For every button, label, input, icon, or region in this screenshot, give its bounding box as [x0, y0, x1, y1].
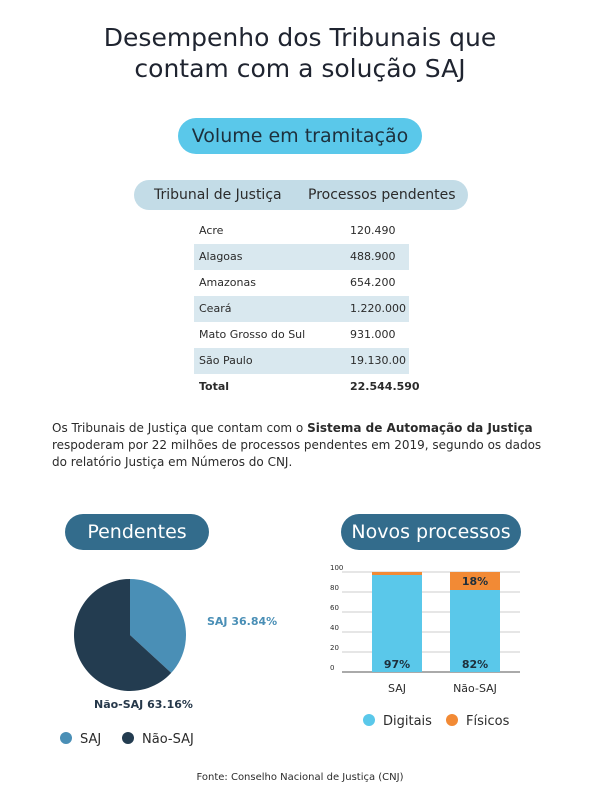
- table-header: Tribunal de Justiça Processos pendentes: [134, 180, 468, 210]
- table-row: São Paulo 19.130.00: [194, 348, 409, 374]
- pie-label-saj: SAJ 36.84%: [207, 615, 278, 628]
- tribunal-cell: Acre: [199, 224, 224, 237]
- source-footnote: Fonte: Conselho Nacional de Justiça (CNJ…: [196, 772, 404, 783]
- novos-processos-bar-chart: 0 20 40 60 80 100 97% 82% 18% SAJ Não-SAJ: [330, 564, 520, 695]
- table-row: Mato Grosso do Sul 931.000: [194, 322, 409, 348]
- title-line-2: contam com a solução SAJ: [134, 54, 466, 83]
- legend-item-fisicos: Físicos: [446, 714, 509, 729]
- legend-dot-digitais: [363, 714, 375, 726]
- tribunal-cell: Alagoas: [199, 250, 243, 263]
- y-tick-label: 60: [330, 604, 339, 612]
- y-tick-label: 20: [330, 644, 339, 652]
- paragraph-part-1: Os Tribunais de Justiça que contam com o: [52, 421, 308, 435]
- page-title: Desempenho dos Tribunais que contam com …: [0, 22, 600, 84]
- x-tick-label-saj: SAJ: [388, 682, 406, 695]
- tribunal-cell: Mato Grosso do Sul: [199, 328, 306, 341]
- pendentes-pie-chart: [74, 579, 187, 691]
- column-header-tribunal: Tribunal de Justiça: [154, 187, 282, 203]
- table-row: Alagoas 488.900: [194, 244, 409, 270]
- paragraph-part-2: respoderam por 22 milhões de processos p…: [52, 438, 542, 469]
- novos-processos-section-pill: Novos processos: [341, 514, 521, 550]
- valor-cell: 488.900: [350, 250, 396, 263]
- legend-item-digitais: Digitais: [363, 714, 432, 729]
- tribunal-cell: Ceará: [199, 302, 232, 315]
- description-paragraph: Os Tribunais de Justiça que contam com o…: [52, 420, 552, 471]
- pie-slice-saj: [130, 579, 187, 673]
- title-line-1: Desempenho dos Tribunais que: [103, 23, 497, 52]
- y-tick-label: 100: [330, 564, 343, 572]
- total-value: 22.544.590: [350, 380, 420, 393]
- legend-dot-fisicos: [446, 714, 458, 726]
- legend-label-saj: SAJ: [80, 732, 102, 747]
- y-tick-label: 80: [330, 584, 339, 592]
- bar-chart-y-ticks: 0 20 40 60 80 100: [330, 564, 343, 672]
- table-total-row: Total 22.544.590: [194, 374, 420, 400]
- legend-dot-nao-saj: [122, 732, 134, 744]
- legend-item-saj: SAJ: [60, 732, 101, 747]
- pendentes-section-pill: Pendentes: [65, 514, 209, 550]
- tribunal-cell: São Paulo: [199, 354, 253, 367]
- data-label-nao-saj-fisicos: 18%: [462, 575, 488, 588]
- column-header-processos: Processos pendentes: [308, 187, 456, 203]
- volume-section-pill: Volume em tramitação: [178, 118, 422, 154]
- volume-table: Acre 120.490 Alagoas 488.900 Amazonas 65…: [194, 218, 420, 400]
- valor-cell: 19.130.00: [350, 354, 406, 367]
- table-row: Amazonas 654.200: [194, 270, 409, 296]
- valor-cell: 654.200: [350, 276, 396, 289]
- legend-label-digitais: Digitais: [383, 714, 432, 729]
- pie-label-nao-saj: Não-SAJ 63.16%: [94, 698, 193, 711]
- table-row: Ceará 1.220.000: [194, 296, 409, 322]
- tribunal-cell: Amazonas: [199, 276, 256, 289]
- valor-cell: 1.220.000: [350, 302, 406, 315]
- valor-cell: 931.000: [350, 328, 396, 341]
- pie-slice-nao-saj: [74, 579, 172, 691]
- bar-saj-digitais: [372, 575, 422, 672]
- legend-item-nao-saj: Não-SAJ: [122, 732, 194, 747]
- bar-saj-fisicos: [372, 572, 422, 575]
- bar-nao-saj-digitais: [450, 590, 500, 672]
- valor-cell: 120.490: [350, 224, 396, 237]
- data-label-nao-saj-digitais: 82%: [462, 658, 488, 671]
- legend-label-fisicos: Físicos: [466, 714, 510, 729]
- legend-dot-saj: [60, 732, 72, 744]
- y-tick-label: 0: [330, 664, 334, 672]
- total-label: Total: [199, 380, 230, 393]
- paragraph-bold: Sistema de Automação da Justiça: [307, 421, 533, 435]
- x-tick-label-nao-saj: Não-SAJ: [453, 682, 497, 695]
- table-row: Acre 120.490: [194, 218, 409, 244]
- data-label-saj-digitais: 97%: [384, 658, 410, 671]
- legend-label-nao-saj: Não-SAJ: [142, 732, 194, 747]
- y-tick-label: 40: [330, 624, 339, 632]
- bar-nao-saj-fisicos: [450, 572, 500, 590]
